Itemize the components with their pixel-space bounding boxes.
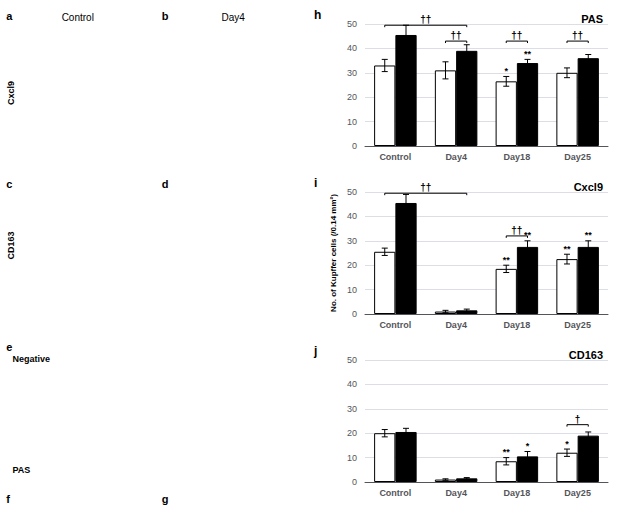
svg-text:Cxcl9: Cxcl9 [6, 81, 16, 105]
svg-text:30: 30 [347, 236, 357, 246]
svg-text:Day18: Day18 [504, 320, 531, 330]
svg-text:30: 30 [347, 404, 357, 414]
svg-text:40: 40 [347, 379, 357, 389]
svg-text:30: 30 [347, 68, 357, 78]
svg-text:*: * [504, 66, 508, 76]
svg-text:**: ** [503, 255, 511, 265]
svg-text:Control: Control [62, 12, 94, 23]
svg-text:50: 50 [347, 355, 357, 365]
svg-text:Control: Control [379, 488, 411, 498]
svg-text:**: ** [524, 230, 532, 240]
svg-text:10: 10 [347, 117, 357, 127]
svg-text:h: h [314, 8, 321, 22]
svg-text:e: e [6, 341, 12, 353]
svg-text:a: a [6, 10, 13, 22]
svg-text:50: 50 [347, 19, 357, 29]
svg-text:††: †† [511, 225, 522, 236]
svg-text:0: 0 [352, 309, 357, 319]
svg-text:*: * [565, 439, 569, 449]
svg-text:††: †† [511, 30, 522, 41]
svg-text:PAS: PAS [581, 13, 603, 25]
svg-text:f: f [6, 493, 10, 505]
svg-text:40: 40 [347, 211, 357, 221]
svg-text:**: ** [585, 230, 593, 240]
svg-text:Day25: Day25 [564, 320, 591, 330]
svg-text:PAS: PAS [12, 465, 30, 475]
svg-text:Control: Control [379, 320, 411, 330]
svg-text:††: †† [420, 14, 431, 25]
svg-text:No. of Kupffer cells (/0.14 mm: No. of Kupffer cells (/0.14 mm²) [329, 194, 338, 312]
svg-text:50: 50 [347, 187, 357, 197]
svg-text:Cxcl9: Cxcl9 [574, 181, 603, 193]
svg-text:Negative: Negative [12, 354, 50, 364]
svg-text:20: 20 [347, 428, 357, 438]
svg-text:††: †† [451, 30, 462, 41]
svg-text:CD163: CD163 [569, 349, 603, 361]
svg-text:0: 0 [352, 477, 357, 487]
svg-text:**: ** [563, 244, 571, 254]
svg-text:d: d [162, 178, 169, 190]
svg-text:Day25: Day25 [564, 488, 591, 498]
svg-text:Day4: Day4 [445, 320, 467, 330]
svg-text:Day18: Day18 [504, 488, 531, 498]
svg-text:b: b [162, 10, 169, 22]
svg-text:Day4: Day4 [445, 152, 467, 162]
svg-text:Control: Control [379, 152, 411, 162]
svg-text:††: †† [572, 30, 583, 41]
svg-text:††: †† [420, 182, 431, 193]
svg-text:*: * [526, 441, 530, 451]
svg-text:c: c [6, 178, 12, 190]
svg-text:Day4: Day4 [222, 12, 246, 23]
svg-text:Day18: Day18 [504, 152, 531, 162]
svg-text:CD163: CD163 [6, 232, 16, 260]
svg-text:10: 10 [347, 453, 357, 463]
svg-text:†: † [575, 414, 581, 425]
svg-text:**: ** [503, 447, 511, 457]
svg-text:j: j [313, 344, 317, 358]
svg-text:10: 10 [347, 285, 357, 295]
svg-text:Day4: Day4 [445, 488, 467, 498]
svg-text:40: 40 [347, 43, 357, 53]
svg-text:i: i [314, 176, 317, 190]
svg-text:g: g [162, 493, 169, 505]
svg-text:0: 0 [352, 141, 357, 151]
svg-text:20: 20 [347, 92, 357, 102]
svg-text:Day25: Day25 [564, 152, 591, 162]
svg-text:**: ** [524, 49, 532, 59]
svg-text:20: 20 [347, 260, 357, 270]
